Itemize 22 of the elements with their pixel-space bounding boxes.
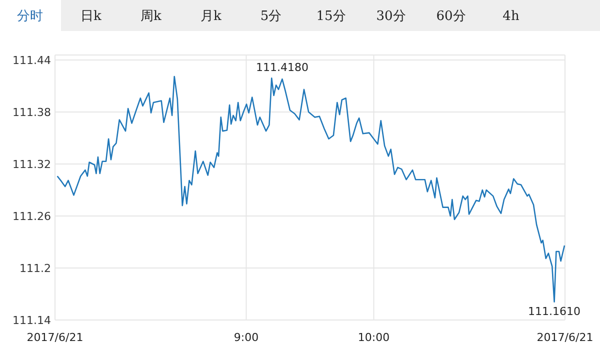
text: 月k bbox=[200, 9, 222, 24]
text: 分时 bbox=[17, 9, 43, 24]
text: 60分 bbox=[436, 9, 466, 24]
text: 周k bbox=[140, 9, 162, 24]
y-tick-label: 111.2 bbox=[20, 262, 51, 275]
y-tick-label: 111.44 bbox=[12, 54, 51, 67]
text: 5分 bbox=[260, 9, 282, 24]
y-tick-label: 111.14 bbox=[12, 314, 51, 327]
annotation: 111.1610 bbox=[528, 304, 581, 318]
y-tick-label: 111.32 bbox=[12, 158, 51, 171]
text: 日k bbox=[80, 9, 102, 24]
x-tick-label: 9:00 bbox=[234, 331, 259, 344]
x-tick-label: 2017/6/21 bbox=[26, 331, 84, 344]
y-tick-label: 111.38 bbox=[12, 106, 51, 119]
text: 15分 bbox=[316, 9, 346, 24]
x-tick-label: 10:00 bbox=[358, 331, 390, 344]
y-tick-label: 111.26 bbox=[12, 210, 51, 223]
text: 4h bbox=[502, 9, 520, 24]
x-tick-label: 2017/6/21 bbox=[536, 331, 594, 344]
annotation: 111.4180 bbox=[256, 61, 308, 74]
line-series bbox=[56, 76, 566, 302]
text: 30分 bbox=[376, 9, 406, 24]
